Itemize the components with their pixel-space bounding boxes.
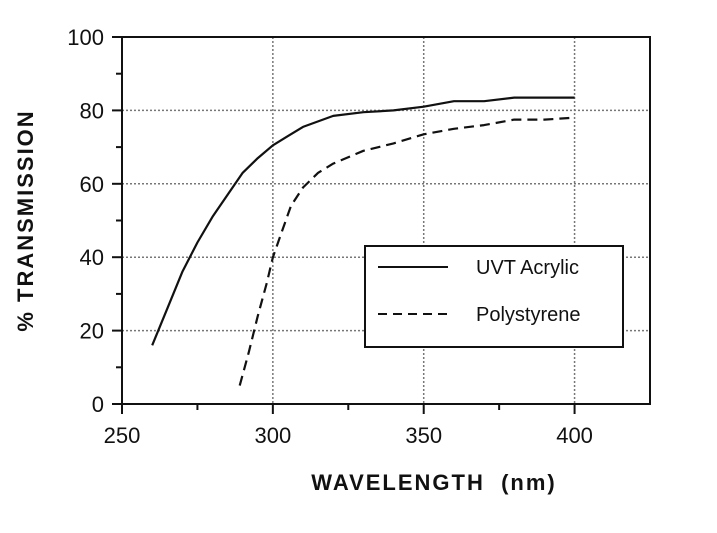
y-tick-label: 60 bbox=[80, 172, 104, 197]
y-tick-label: 80 bbox=[80, 98, 104, 123]
legend-label-uvt-acrylic: UVT Acrylic bbox=[476, 257, 579, 279]
plot-area-frame bbox=[121, 36, 651, 405]
y-tick-label: 40 bbox=[80, 245, 104, 270]
x-tick-label: 400 bbox=[556, 423, 593, 448]
series-lines bbox=[151, 96, 575, 386]
legend-label-polystyrene: Polystyrene bbox=[476, 304, 581, 326]
y-tick-label: 100 bbox=[67, 25, 104, 50]
y-tick-label: 0 bbox=[92, 392, 104, 417]
axis-ticks bbox=[112, 36, 576, 414]
x-tick-label: 250 bbox=[104, 423, 141, 448]
x-tick-label: 350 bbox=[405, 423, 442, 448]
legend: UVT Acrylic Polystyrene bbox=[364, 245, 624, 348]
y-tick-label: 20 bbox=[80, 319, 104, 344]
legend-box bbox=[364, 245, 624, 348]
x-tick-label: 300 bbox=[254, 423, 291, 448]
tick-labels: 250 300 350 400 0 20 40 60 80 100 bbox=[67, 25, 593, 448]
series-line-polystyrene bbox=[238, 116, 575, 386]
x-axis-title: WAVELENGTH (nm) bbox=[311, 470, 556, 495]
series-line-uvt-acrylic bbox=[151, 96, 575, 346]
grid-lines bbox=[122, 37, 650, 404]
y-axis-title: % TRANSMISSION bbox=[13, 109, 38, 331]
